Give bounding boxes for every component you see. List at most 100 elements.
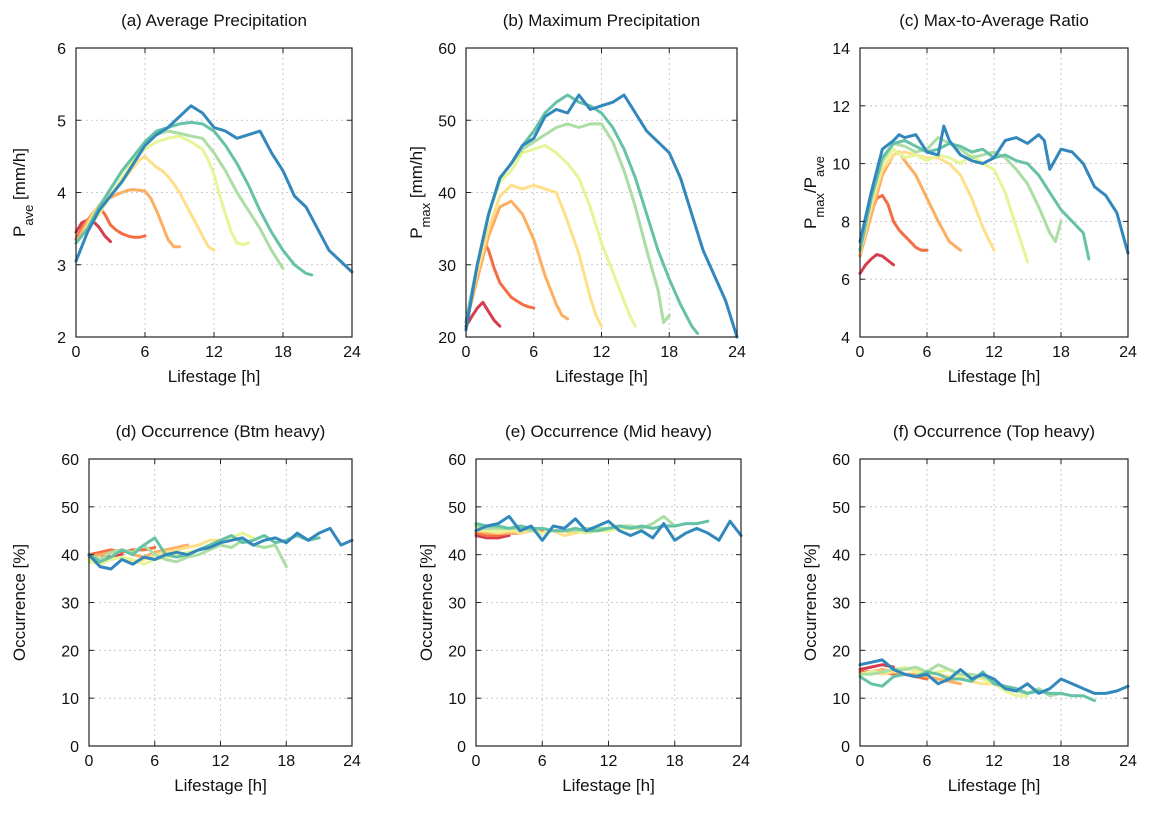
y-tick-label: 3 xyxy=(57,258,66,275)
x-tick-label: 12 xyxy=(985,344,1003,361)
y-tick-label: 60 xyxy=(832,452,850,469)
y-label-main: P xyxy=(10,226,29,237)
panel-1: 0 6 12 18 24 20 30 40 50 60 (b) Maximum Precipitat… xyxy=(407,11,746,386)
x-tick-label: 18 xyxy=(660,344,678,361)
x-tick-label: 24 xyxy=(1119,753,1137,770)
x-axis-label: Lifestage [h] xyxy=(948,776,1041,795)
series-line-2 xyxy=(87,543,190,559)
series-line-4 xyxy=(464,144,637,328)
y-tick-label: 30 xyxy=(832,596,850,613)
series-line-0 xyxy=(474,534,511,540)
x-tick-label: 24 xyxy=(728,344,746,361)
y-axis-label: Occurrence [%] xyxy=(417,544,436,661)
x-tick-label: 18 xyxy=(1052,753,1070,770)
panel-3: 0 6 12 18 24 0 10 20 30 40 50 60 (d) Occurrence (Btm… xyxy=(10,422,361,795)
panel-5: 0 6 12 18 24 0 10 20 30 40 50 60 (f) Occurrence (Top… xyxy=(801,422,1137,795)
x-tick-label: 18 xyxy=(1052,344,1070,361)
y-tick-label: 0 xyxy=(841,739,850,756)
x-tick-label: 18 xyxy=(666,753,684,770)
x-tick-label: 12 xyxy=(600,753,618,770)
x-tick-label: 24 xyxy=(1119,344,1137,361)
series-line-3 xyxy=(858,150,996,255)
x-tick-label: 0 xyxy=(472,753,481,770)
y-label-main: Occurrence [%] xyxy=(801,544,820,661)
series-line-7 xyxy=(858,124,1130,255)
y-tick-label: 20 xyxy=(438,330,456,347)
y-axis-label: Occurrence [%] xyxy=(10,544,29,661)
x-tick-label: 0 xyxy=(462,344,471,361)
x-tick-label: 6 xyxy=(923,753,932,770)
x-tick-label: 6 xyxy=(150,753,159,770)
series-line-7 xyxy=(474,514,743,542)
x-axis-label: Lifestage [h] xyxy=(948,367,1041,386)
x-axis-label: Lifestage [h] xyxy=(174,776,267,795)
y-label-rest: /P xyxy=(801,177,820,193)
panel-title: (a) Average Precipitation xyxy=(121,11,307,30)
series-line-7 xyxy=(464,93,739,339)
y-tick-label: 50 xyxy=(832,500,850,517)
y-axis-label: Occurrence [%] xyxy=(801,544,820,661)
y-tick-label: 60 xyxy=(448,452,466,469)
series-line-7 xyxy=(87,526,354,571)
y-label-subscript: max xyxy=(418,202,433,227)
x-tick-label: 24 xyxy=(343,753,361,770)
y-label-main: Occurrence [%] xyxy=(417,544,436,661)
y-tick-label: 40 xyxy=(448,548,466,565)
y-label-main: P xyxy=(407,227,426,238)
series-line-0 xyxy=(464,300,502,328)
x-tick-label: 6 xyxy=(141,344,150,361)
panel-title: (c) Max-to-Average Ratio xyxy=(899,11,1089,30)
x-tick-label: 24 xyxy=(343,344,361,361)
y-tick-label: 40 xyxy=(61,548,79,565)
x-tick-label: 12 xyxy=(985,753,1003,770)
panel-2: 0 6 12 18 24 4 6 8 10 12 14 (c) Max-to-Average Rati… xyxy=(801,11,1137,386)
x-tick-label: 0 xyxy=(85,753,94,770)
y-tick-label: 50 xyxy=(438,113,456,130)
y-tick-label: 2 xyxy=(57,330,66,347)
panel-title: (f) Occurrence (Top heavy) xyxy=(893,422,1095,441)
y-label-main: P xyxy=(801,218,820,229)
y-tick-label: 0 xyxy=(70,739,79,756)
x-tick-label: 0 xyxy=(856,344,865,361)
y-label-main: Occurrence [%] xyxy=(10,544,29,661)
y-tick-label: 4 xyxy=(57,186,66,203)
y-tick-label: 10 xyxy=(448,691,466,708)
panel-0: 0 6 12 18 24 2 3 4 5 6 (a) Average Precipitation Li… xyxy=(10,11,361,386)
series-line-7 xyxy=(858,658,1130,695)
y-tick-label: 30 xyxy=(438,258,456,275)
y-tick-label: 20 xyxy=(832,643,850,660)
y-tick-label: 6 xyxy=(57,41,66,58)
series-line-6 xyxy=(474,519,710,533)
x-tick-label: 12 xyxy=(593,344,611,361)
y-axis-label: Pmax [mm/h] xyxy=(407,146,433,239)
y-tick-label: 50 xyxy=(61,500,79,517)
y-tick-label: 10 xyxy=(832,691,850,708)
series-line-0 xyxy=(858,253,895,275)
series-line-6 xyxy=(464,93,699,335)
y-tick-label: 12 xyxy=(832,99,850,116)
y-label-subscript: ave xyxy=(812,156,827,177)
y-tick-label: 14 xyxy=(832,41,850,58)
series-line-7 xyxy=(74,104,354,274)
x-tick-label: 24 xyxy=(732,753,750,770)
panel-4: 0 6 12 18 24 0 10 20 30 40 50 60 (e) Occurrence (Mid… xyxy=(417,422,750,795)
x-tick-label: 6 xyxy=(538,753,547,770)
series-line-2 xyxy=(858,150,962,258)
y-axis-label: Pave [mm/h] xyxy=(10,148,36,237)
y-tick-label: 30 xyxy=(61,596,79,613)
series-line-3 xyxy=(464,183,603,328)
y-tick-label: 0 xyxy=(457,739,466,756)
x-tick-label: 0 xyxy=(856,753,865,770)
x-tick-label: 0 xyxy=(72,344,81,361)
series-line-4 xyxy=(858,147,1029,264)
y-label-rest: [mm/h] xyxy=(407,146,426,203)
x-tick-label: 12 xyxy=(205,344,223,361)
y-tick-label: 8 xyxy=(841,214,850,231)
series-line-6 xyxy=(74,120,314,277)
y-tick-label: 4 xyxy=(841,330,850,347)
x-tick-label: 12 xyxy=(212,753,230,770)
panel-title: (b) Maximum Precipitation xyxy=(503,11,700,30)
y-tick-label: 20 xyxy=(61,643,79,660)
series-line-1 xyxy=(87,546,157,557)
